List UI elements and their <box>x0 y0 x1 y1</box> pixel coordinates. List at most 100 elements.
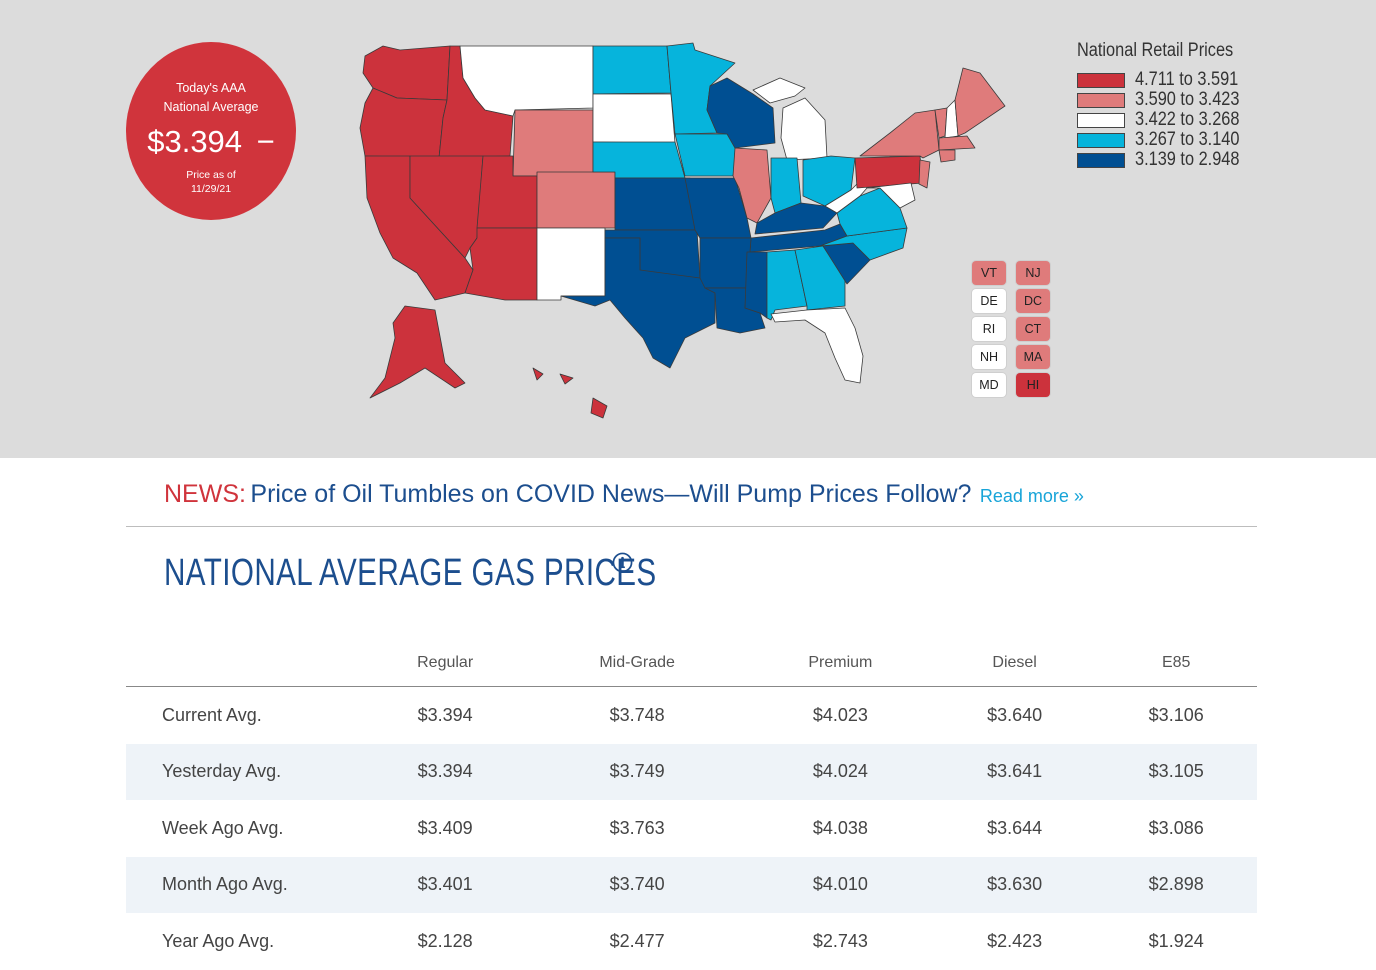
price-cell: $3.630 <box>933 856 1096 913</box>
state-MI[interactable] <box>780 97 828 161</box>
us-price-map[interactable] <box>355 38 1015 423</box>
legend-item: 4.711 to 3.591 <box>1077 70 1259 90</box>
state-chip-de[interactable]: DE <box>972 289 1006 313</box>
legend-range-label: 3.422 to 3.268 <box>1135 109 1240 130</box>
state-IA[interactable] <box>674 133 740 177</box>
price-cell: $3.640 <box>987 704 1043 725</box>
state-PA[interactable] <box>854 155 924 189</box>
price-cell: $1.924 <box>1148 930 1204 951</box>
read-more-link[interactable]: Read more » <box>979 486 1084 506</box>
news-headline-link[interactable]: Price of Oil Tumbles on COVID News—Will … <box>250 480 972 508</box>
price-cell: $3.106 <box>1148 704 1204 725</box>
state-AR[interactable] <box>699 237 752 289</box>
news-divider <box>126 526 1257 527</box>
state-NM[interactable] <box>536 227 606 301</box>
news-banner: NEWS: Price of Oil Tumbles on COVID News… <box>164 480 1084 509</box>
legend-swatch <box>1077 153 1125 168</box>
state-chip-nh[interactable]: NH <box>972 345 1006 369</box>
badge-price-row: $3.394 − <box>126 124 296 160</box>
price-cell: $3.394 <box>363 743 528 800</box>
legend-item: 3.590 to 3.423 <box>1077 90 1259 110</box>
legend-swatch <box>1077 93 1125 108</box>
price-date-label: Price as of <box>186 169 236 181</box>
state-chip-vt[interactable]: VT <box>972 261 1006 285</box>
column-header-diesel: Diesel <box>933 640 1096 687</box>
state-IL[interactable] <box>732 147 772 224</box>
state-SD[interactable] <box>592 93 676 144</box>
state-chip-hi[interactable]: HI <box>1016 373 1050 397</box>
price-cell: $2.477 <box>609 930 665 951</box>
price-cell: $2.128 <box>417 930 473 951</box>
legend-list: 4.711 to 3.591 3.590 to 3.423 3.422 to 3.2… <box>1077 70 1259 170</box>
state-MD[interactable] <box>866 182 916 209</box>
table-row: Yesterday Avg. $3.394 $3.749 $4.024 $3.641 $3… <box>126 743 1257 800</box>
row-label: Week Ago Avg. <box>162 817 284 838</box>
price-cell: $3.644 <box>987 817 1043 838</box>
state-AK[interactable] <box>369 305 466 399</box>
state-chip-ma[interactable]: MA <box>1016 345 1050 369</box>
state-MS[interactable] <box>744 251 768 319</box>
gas-price-table: Regular Mid-Grade Premium Diesel E85 Cur… <box>126 640 1257 970</box>
state-NY[interactable] <box>859 109 940 159</box>
state-chip-dc[interactable]: DC <box>1016 289 1050 313</box>
state-NJ[interactable] <box>918 159 931 189</box>
table-row: Month Ago Avg. $3.401 $3.740 $4.010 $3.630 $2… <box>126 856 1257 913</box>
price-cell: $2.743 <box>812 930 868 951</box>
state-CO[interactable] <box>536 171 616 229</box>
state-chip-md[interactable]: MD <box>972 373 1006 397</box>
table-row: Year Ago Avg. $2.128 $2.477 $2.743 $2.423 $1.… <box>126 913 1257 970</box>
legend-title: National Retail Prices <box>1077 40 1234 61</box>
state-MI-upper[interactable] <box>752 77 806 104</box>
column-header-regular: Regular <box>363 640 528 687</box>
trend-indicator: − <box>256 124 275 159</box>
price-cell: $3.763 <box>609 817 665 838</box>
price-legend: National Retail Prices 4.711 to 3.591 3.5… <box>1077 40 1259 170</box>
legend-swatch <box>1077 133 1125 148</box>
state-HI[interactable] <box>532 367 608 419</box>
state-chip-ct[interactable]: CT <box>1016 317 1050 341</box>
price-cell: $3.105 <box>1095 743 1257 800</box>
info-circle-icon[interactable] <box>612 552 633 573</box>
table-header-row: Regular Mid-Grade Premium Diesel E85 <box>126 640 1257 687</box>
row-label: Year Ago Avg. <box>162 930 275 951</box>
row-label: Month Ago Avg. <box>126 856 363 913</box>
legend-swatch <box>1077 113 1125 128</box>
legend-range-label: 3.590 to 3.423 <box>1135 89 1240 110</box>
price-cell: $4.024 <box>746 743 934 800</box>
state-WI[interactable] <box>706 77 776 149</box>
state-ME[interactable] <box>954 67 1006 137</box>
news-tag: NEWS: <box>164 480 246 508</box>
state-CT[interactable] <box>938 149 956 163</box>
row-label: Yesterday Avg. <box>126 743 363 800</box>
legend-item: 3.139 to 2.948 <box>1077 150 1259 170</box>
state-ND[interactable] <box>592 45 672 95</box>
price-cell: $2.898 <box>1095 856 1257 913</box>
state-MA[interactable] <box>938 135 976 151</box>
table-row: Week Ago Avg. $3.409 $3.763 $4.038 $3.644 $3.… <box>126 800 1257 857</box>
column-header-mid-grade: Mid-Grade <box>527 640 747 687</box>
price-cell: $3.409 <box>417 817 473 838</box>
price-cell: $3.086 <box>1148 817 1204 838</box>
state-WY[interactable] <box>512 109 594 177</box>
state-chip-ri[interactable]: RI <box>972 317 1006 341</box>
state-VA[interactable] <box>836 187 908 237</box>
price-cell: $4.038 <box>812 817 868 838</box>
legend-item: 3.267 to 3.140 <box>1077 130 1259 150</box>
price-cell: $3.749 <box>527 743 747 800</box>
price-cell: $3.401 <box>363 856 528 913</box>
legend-item: 3.422 to 3.268 <box>1077 110 1259 130</box>
state-FL[interactable] <box>770 307 864 384</box>
row-label: Current Avg. <box>162 704 262 725</box>
state-chip-nj[interactable]: NJ <box>1016 261 1050 285</box>
price-cell: $3.641 <box>933 743 1096 800</box>
badge-label-line1: Today's AAA <box>176 81 246 95</box>
column-header-premium: Premium <box>746 640 934 687</box>
price-cell: $3.394 <box>417 704 473 725</box>
state-KS[interactable] <box>614 177 696 231</box>
national-average-price: $3.394 <box>147 124 243 159</box>
legend-range-label: 4.711 to 3.591 <box>1135 69 1239 90</box>
legend-swatch <box>1077 73 1125 88</box>
price-date: Price as of 11/29/21 <box>126 168 296 196</box>
state-KY[interactable] <box>754 202 838 235</box>
price-cell: $3.740 <box>527 856 747 913</box>
